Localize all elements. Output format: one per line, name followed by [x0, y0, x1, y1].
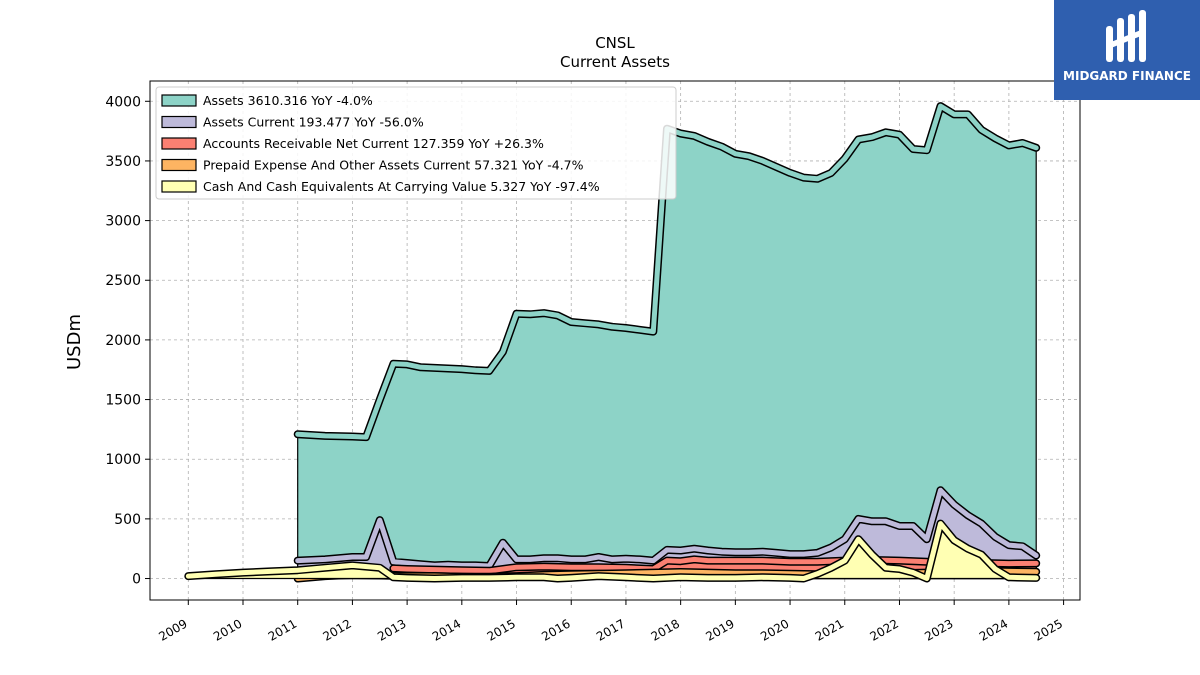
- series-line: [295, 103, 1039, 440]
- brand-logo: MIDGARD FINANCE: [1054, 0, 1200, 100]
- x-tick-label: 2018: [649, 616, 682, 643]
- y-tick-label: 2500: [105, 273, 141, 289]
- x-tick-label: 2015: [485, 616, 518, 643]
- x-tick-label: 2024: [977, 616, 1010, 643]
- legend-label: Cash And Cash Equivalents At Carrying Va…: [203, 179, 600, 194]
- legend-swatch: [161, 94, 197, 107]
- brand-name: MIDGARD FINANCE: [1063, 69, 1191, 83]
- x-tick-label: 2016: [539, 616, 572, 643]
- legend-label: Accounts Receivable Net Current 127.359 …: [203, 136, 544, 151]
- chart-title: CNSL: [595, 34, 635, 52]
- chart-subtitle: Current Assets: [560, 53, 670, 71]
- x-tick-label: 2019: [703, 616, 736, 643]
- legend-label: Assets 3610.316 YoY -4.0%: [203, 93, 373, 108]
- series-4: [184, 519, 1041, 583]
- midgard-logo-icon: [1106, 10, 1146, 62]
- legend-swatch: [161, 115, 197, 129]
- y-tick-label: 4000: [105, 94, 141, 110]
- y-tick-label: 2000: [105, 333, 141, 349]
- x-tick-label: 2022: [868, 616, 901, 643]
- series-line: [185, 521, 1039, 581]
- series-line: [295, 487, 1039, 569]
- x-tick-label: 2020: [758, 616, 791, 643]
- legend-label: Assets Current 193.477 YoY -56.0%: [203, 115, 424, 130]
- legend: Assets 3610.316 YoY -4.0% Assets Current …: [155, 86, 677, 200]
- legend-swatch: [161, 180, 197, 193]
- x-tick-label: 2009: [156, 616, 189, 643]
- legend-label: Prepaid Expense And Other Assets Current…: [203, 158, 584, 173]
- x-tick-label: 2011: [266, 616, 299, 643]
- y-tick-label: 500: [114, 512, 141, 528]
- y-tick-label: 1500: [105, 393, 141, 409]
- x-tick-label: 2023: [922, 616, 955, 643]
- y-tick-label: 0: [132, 572, 141, 588]
- x-tick-label: 2010: [211, 616, 244, 643]
- series-line: [390, 556, 1039, 574]
- plot-frame: [149, 80, 1081, 601]
- x-tick-label: 2017: [594, 616, 627, 643]
- legend-swatch: [161, 158, 197, 172]
- x-tick-label: 2012: [320, 616, 353, 643]
- y-tick-label: 3500: [105, 154, 141, 170]
- series-0: [293, 102, 1041, 580]
- legend-swatch: [161, 137, 197, 150]
- y-tick-label: 3000: [105, 214, 141, 230]
- y-axis-label: USDm: [64, 314, 85, 370]
- x-tick-label: 2021: [813, 616, 846, 643]
- x-tick-label: 2025: [1032, 616, 1065, 643]
- series-layer: [184, 102, 1041, 583]
- x-tick-label: 2014: [430, 616, 463, 643]
- legend-box: [155, 86, 677, 200]
- y-tick-label: 1000: [105, 452, 141, 468]
- x-tick-label: 2013: [375, 616, 408, 643]
